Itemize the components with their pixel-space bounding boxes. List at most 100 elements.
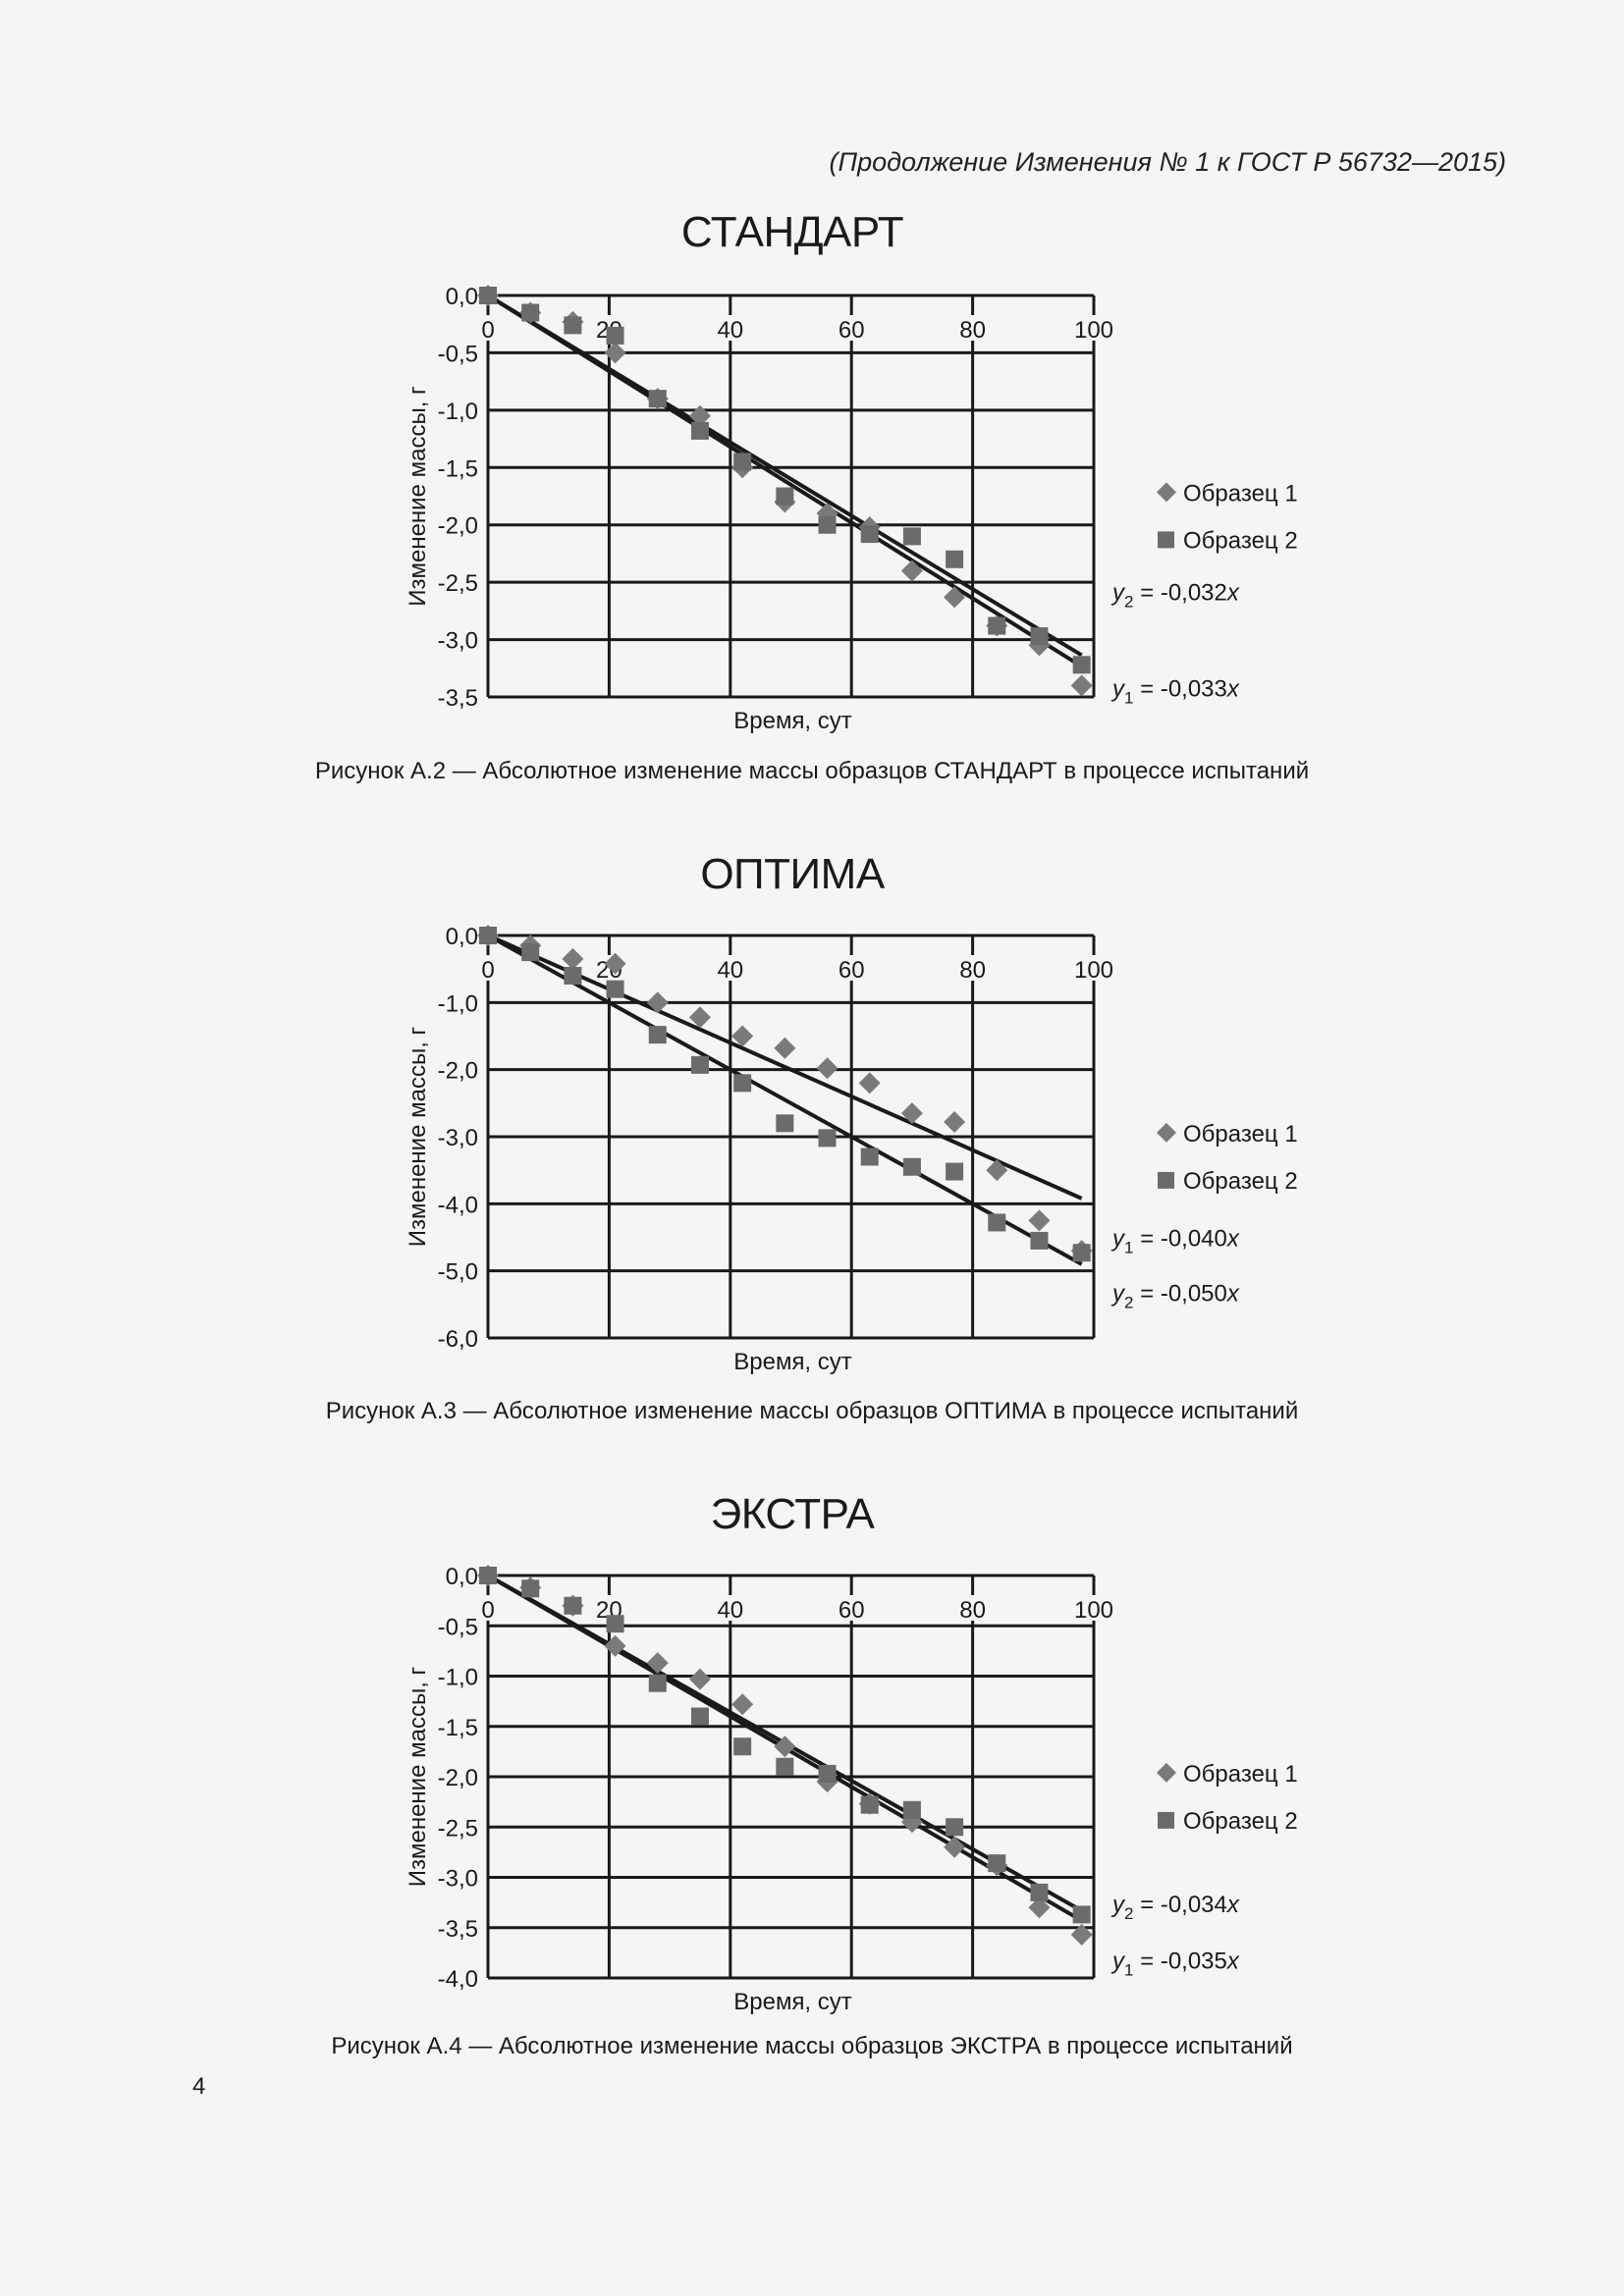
- trendline: [486, 294, 1083, 668]
- data-point-diamond: [900, 560, 923, 582]
- data-point-diamond: [562, 947, 584, 970]
- series-square: [479, 927, 1091, 1262]
- data-point-diamond: [816, 1057, 839, 1080]
- chart-title: ОПТИМА: [700, 850, 885, 898]
- data-point-square: [776, 487, 794, 506]
- trendline-equation: y2 = -0,032x: [1110, 579, 1240, 611]
- trendline-equation: y1 = -0,033x: [1110, 676, 1240, 708]
- y-tick-label: -0,5: [438, 341, 478, 367]
- y-tick-label: -3,0: [438, 1866, 478, 1893]
- x-tick-label-bg: [714, 315, 746, 341]
- y-tick-label: -4,0: [438, 1192, 478, 1218]
- x-tick-label: 40: [717, 957, 743, 984]
- data-point-square: [521, 303, 540, 322]
- x-tick-label: 60: [839, 317, 865, 344]
- x-tick-label: 0: [481, 1597, 494, 1624]
- figure-caption: Рисунок А.2 — Абсолютное изменение массы…: [314, 758, 1310, 784]
- data-point-square: [648, 1026, 667, 1044]
- data-point-square: [860, 1148, 879, 1166]
- data-point-square: [606, 326, 624, 345]
- data-point-diamond: [944, 1110, 966, 1133]
- plot-grid: 0,0-1,0-2,0-3,0-4,0-5,0-6,00 20 40 60 80 100: [438, 924, 1117, 1353]
- x-tick-label: 100: [1074, 1597, 1113, 1624]
- page-number: 4: [192, 2073, 206, 2100]
- data-point-square: [902, 1157, 921, 1176]
- x-axis-label: Время, сут: [733, 1989, 852, 2015]
- data-point-square: [902, 527, 921, 546]
- data-point-square: [1072, 656, 1091, 674]
- data-point-diamond: [731, 1025, 754, 1047]
- x-tick-label: 0: [481, 317, 494, 344]
- y-tick-label: 0,0: [446, 284, 478, 310]
- data-point-square: [988, 1854, 1006, 1873]
- chart-optima: 0,0-1,0-2,0-3,0-4,0-5,0-6,00 20 40 60 80 100О…: [405, 924, 1298, 1375]
- legend-label-sample-1: Образец 1: [1183, 1121, 1298, 1148]
- legend-label-sample-1: Образец 1: [1183, 480, 1298, 507]
- x-tick-label: 40: [717, 1597, 743, 1624]
- x-tick-label-bg: [836, 315, 868, 341]
- x-tick-label-bg: [956, 1595, 989, 1621]
- data-point-diamond: [731, 1693, 754, 1716]
- data-point-square: [733, 1737, 752, 1756]
- y-tick-label: -2,0: [438, 513, 478, 540]
- data-point-square: [902, 1800, 921, 1819]
- x-tick-label: 80: [959, 317, 986, 344]
- x-tick-label-bg: [956, 315, 989, 341]
- plot-grid: 0,0-0,5-1,0-1,5-2,0-2,5-3,0-3,5020406080…: [438, 284, 1117, 712]
- x-tick-label-bg: [1070, 315, 1117, 341]
- data-point-diamond: [688, 1668, 711, 1690]
- legend-square-icon: [1158, 1811, 1174, 1829]
- data-point-square: [479, 927, 497, 944]
- data-point-square: [564, 1596, 582, 1615]
- data-point-diamond: [688, 1006, 711, 1029]
- x-tick-label-bg: [714, 1595, 746, 1621]
- x-tick-label-bg: [480, 955, 496, 981]
- y-tick-label: -1,0: [438, 399, 478, 425]
- data-point-square: [521, 1579, 540, 1598]
- legend-square-icon: [1158, 1171, 1174, 1189]
- y-axis-label: Изменение массы, г: [405, 386, 431, 607]
- figure-caption: Рисунок А.4 — Абсолютное изменение массы…: [331, 2033, 1293, 2059]
- data-point-square: [648, 390, 667, 408]
- data-point-square: [606, 1615, 624, 1633]
- data-point-diamond: [944, 586, 966, 609]
- data-point-square: [818, 515, 837, 534]
- document-continuation-header: (Продолжение Изменения № 1 к ГОСТ Р 5673…: [829, 147, 1506, 177]
- y-tick-label: -1,0: [438, 1665, 478, 1691]
- data-point-square: [690, 1707, 709, 1726]
- data-point-square: [988, 616, 1006, 635]
- legend-diamond-icon: [1157, 482, 1176, 503]
- x-tick-label: 100: [1074, 317, 1113, 344]
- x-tick-label: 0: [481, 957, 494, 984]
- y-tick-label: -5,0: [438, 1259, 478, 1286]
- x-tick-label-bg: [480, 1595, 496, 1621]
- x-tick-label-bg: [836, 1595, 868, 1621]
- data-point-square: [818, 1129, 837, 1148]
- data-point-diamond: [774, 1735, 796, 1758]
- data-point-square: [1072, 1905, 1091, 1924]
- x-tick-label-bg: [480, 315, 496, 341]
- x-tick-label-bg: [714, 955, 746, 981]
- trendline-equation: y1 = -0,035x: [1110, 1949, 1240, 1980]
- y-axis-label: Изменение массы, г: [405, 1026, 431, 1247]
- data-point-diamond: [688, 404, 711, 427]
- trendline: [487, 934, 1083, 1266]
- x-tick-label: 40: [717, 317, 743, 344]
- y-tick-label: -6,0: [438, 1326, 478, 1353]
- trendline: [487, 934, 1083, 1201]
- legend: Образец 1 Образец 2: [1157, 1761, 1298, 1835]
- x-axis-label: Время, сут: [733, 1349, 852, 1375]
- data-point-square: [521, 943, 540, 962]
- legend-label-sample-2: Образец 2: [1183, 527, 1298, 554]
- y-tick-label: -0,5: [438, 1614, 478, 1640]
- data-point-square: [479, 287, 497, 304]
- plot-grid: 0,0-0,5-1,0-1,5-2,0-2,5-3,0-3,5-4,00 20 40…: [438, 1564, 1117, 1993]
- data-point-diamond: [646, 1652, 669, 1675]
- data-point-square: [479, 1567, 497, 1584]
- y-tick-label: -3,0: [438, 628, 478, 655]
- data-point-square: [648, 1674, 667, 1692]
- data-point-diamond: [1028, 1896, 1051, 1919]
- x-tick-label-bg: [1070, 1595, 1117, 1621]
- data-point-diamond: [774, 1037, 796, 1059]
- y-tick-label: -3,5: [438, 1916, 478, 1943]
